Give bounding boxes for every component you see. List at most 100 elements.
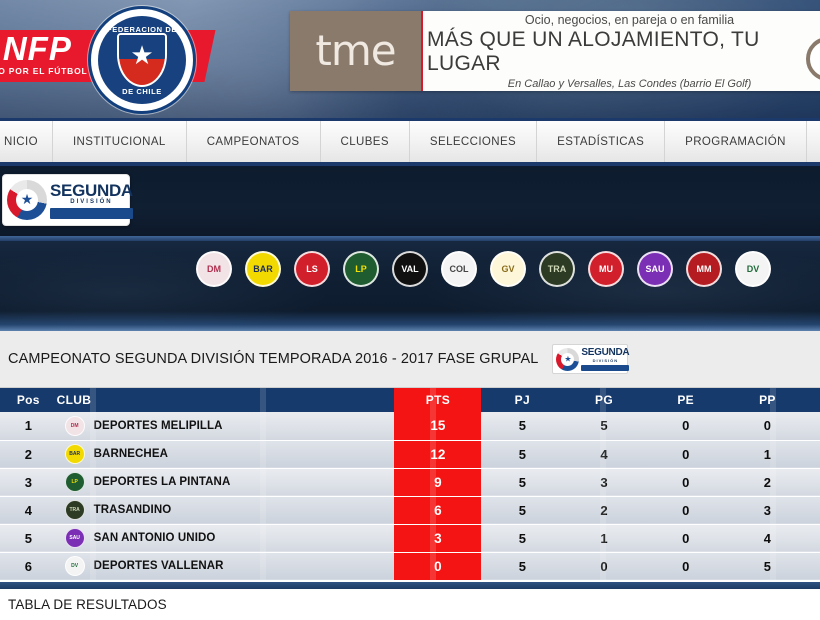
title-badge-swirl-icon: ★ bbox=[556, 347, 580, 371]
nav-item-campeonatos[interactable]: CAMPEONATOS bbox=[187, 121, 321, 162]
nav-item-label: CAMPEONATOS bbox=[206, 135, 300, 148]
standings-table-container: PosCLUBPTSPJPGPEPPGF 1 DM DEPORTES MELIPIL… bbox=[0, 388, 820, 584]
club-name-label: BARNECHEA bbox=[93, 448, 169, 460]
championship-selector-bar: ★ SEGUNDA DIVISIÓN CAMPEONATO SEGUNDA DI… bbox=[0, 166, 820, 241]
page-title-bar: CAMPEONATO SEGUNDA DIVISIÓN TEMPORADA 20… bbox=[0, 331, 820, 388]
team-logo-val[interactable]: VAL bbox=[392, 251, 428, 287]
standings-cell-gf: 13 bbox=[808, 440, 820, 469]
team-logo-dv[interactable]: DV bbox=[735, 251, 771, 287]
standings-cell-club[interactable]: SAU SAN ANTONIO UNIDO bbox=[56, 524, 395, 553]
segunda-badge-title: SEGUNDA bbox=[50, 180, 133, 200]
team-logo-tra[interactable]: TRA bbox=[539, 251, 575, 287]
standings-cell-pos: 1 bbox=[0, 412, 57, 441]
crest-inner: FEDERACION DE FUTBOL ★ DE CHILE bbox=[98, 16, 186, 104]
team-logo-sau[interactable]: SAU bbox=[637, 251, 673, 287]
standings-cell-pj: 5 bbox=[481, 552, 564, 581]
nav-item-institucional[interactable]: INSTITUCIONAL bbox=[53, 121, 187, 162]
club-cell: BAR BARNECHEA bbox=[64, 444, 395, 464]
segunda-swirl-icon: ★ bbox=[7, 180, 47, 220]
standings-cell-pos: 2 bbox=[0, 440, 57, 469]
nav-item-label: NICIO bbox=[4, 135, 38, 148]
club-crest-icon-bar: BAR bbox=[64, 444, 85, 464]
nav-item-label: PROGRAMACIÓN bbox=[685, 135, 786, 148]
segunda-division-badge[interactable]: ★ SEGUNDA DIVISIÓN bbox=[2, 174, 133, 226]
title-badge-star-icon: ★ bbox=[564, 354, 572, 364]
team-logo-lp[interactable]: LP bbox=[343, 251, 379, 287]
standings-cell-pg: 5 bbox=[563, 412, 645, 441]
nav-item-label: INSTITUCIONAL bbox=[72, 135, 166, 148]
standings-cell-pe: 0 bbox=[644, 468, 727, 497]
team-logo-dm[interactable]: DM bbox=[196, 251, 232, 287]
standings-cell-pj: 5 bbox=[481, 468, 564, 497]
standings-cell-gf: 7 bbox=[808, 468, 820, 497]
standings-col-header-club[interactable]: CLUB bbox=[56, 388, 395, 412]
federacion-chile-crest-icon[interactable]: FEDERACION DE FUTBOL ★ DE CHILE bbox=[88, 6, 196, 114]
standings-cell-pe: 0 bbox=[644, 552, 727, 581]
segunda-star-icon: ★ bbox=[20, 191, 34, 208]
standings-col-header-pg[interactable]: PG bbox=[563, 388, 645, 412]
club-cell: LP DEPORTES LA PINTANA bbox=[64, 472, 395, 492]
standings-cell-club[interactable]: BAR BARNECHEA bbox=[56, 440, 395, 469]
nav-item-nicio[interactable]: NICIO bbox=[0, 121, 53, 162]
team-logo-gv[interactable]: GV bbox=[490, 251, 526, 287]
page-title: CAMPEONATO SEGUNDA DIVISIÓN TEMPORADA 20… bbox=[8, 351, 539, 367]
standings-cell-pp: 5 bbox=[726, 552, 809, 581]
advertisement-banner[interactable]: tme Ocio, negocios, en pareja o en famil… bbox=[290, 11, 820, 91]
anfp-logo-tagline: TODO POR EL FÚTBOL bbox=[0, 66, 88, 76]
main-navigation-bar: NICIO INSTITUCIONAL CAMPEONATOS CLUBES SELEC… bbox=[0, 118, 820, 166]
banner-line-1: Ocio, negocios, en pareja o en familia bbox=[524, 12, 735, 27]
standings-cell-pg: 3 bbox=[563, 468, 645, 497]
club-crest-icon-sau: SAU bbox=[64, 528, 85, 548]
standings-cell-club[interactable]: LP DEPORTES LA PINTANA bbox=[56, 468, 395, 497]
banner-advertiser-logo: tme bbox=[290, 11, 423, 91]
standings-cell-pg: 1 bbox=[563, 524, 645, 553]
team-logo-col[interactable]: COL bbox=[441, 251, 477, 287]
nav-item-clubes[interactable]: CLUBES bbox=[321, 121, 410, 162]
banner-logo-text: tme bbox=[315, 26, 396, 75]
standings-cell-pj: 5 bbox=[481, 496, 564, 525]
standings-table: PosCLUBPTSPJPGPEPPGF 1 DM DEPORTES MELIPIL… bbox=[0, 388, 820, 581]
standings-cell-club[interactable]: TRA TRASANDINO bbox=[56, 496, 395, 525]
standings-col-header-pts[interactable]: PTS bbox=[394, 388, 482, 412]
anfp-logo[interactable]: ANFP TODO POR EL FÚTBOL bbox=[0, 32, 158, 82]
standings-cell-pe: 0 bbox=[644, 440, 727, 469]
standings-cell-pj: 5 bbox=[481, 524, 564, 553]
team-logo-mu[interactable]: MU bbox=[588, 251, 624, 287]
nav-item-label: CLUBES bbox=[340, 135, 389, 148]
standings-col-header-gf[interactable]: GF bbox=[808, 388, 820, 412]
standings-cell-gf: 1 bbox=[808, 524, 820, 553]
team-logo-mm[interactable]: MM bbox=[686, 251, 722, 287]
standings-cell-pg: 2 bbox=[563, 496, 645, 525]
standings-row[interactable]: 2 BAR BARNECHEA 12540113 bbox=[0, 440, 820, 469]
team-logo-ls[interactable]: LS bbox=[294, 251, 330, 287]
nav-item-programaci-n[interactable]: PROGRAMACIÓN bbox=[665, 121, 807, 162]
crest-shield-icon: ★ bbox=[117, 33, 167, 87]
nav-item-galer-as[interactable]: GALERÍAS bbox=[807, 121, 820, 162]
standings-cell-club[interactable]: DM DEPORTES MELIPILLA bbox=[56, 412, 395, 441]
standings-cell-pp: 3 bbox=[726, 496, 809, 525]
standings-cell-pos: 5 bbox=[0, 524, 57, 553]
standings-col-header-pp[interactable]: PP bbox=[726, 388, 809, 412]
standings-cell-pts: 0 bbox=[394, 552, 482, 581]
nav-item-selecciones[interactable]: SELECCIONES bbox=[410, 121, 538, 162]
standings-cell-pos: 4 bbox=[0, 496, 57, 525]
club-cell: DM DEPORTES MELIPILLA bbox=[64, 415, 395, 436]
standings-col-header-pj[interactable]: PJ bbox=[481, 388, 564, 412]
banner-copy: Ocio, negocios, en pareja o en familia M… bbox=[423, 11, 820, 91]
standings-row[interactable]: 4TRATRASANDINO652036 bbox=[0, 496, 820, 525]
standings-cell-club[interactable]: DV DEPORTES VALLENAR bbox=[56, 552, 395, 581]
team-logo-bar[interactable]: BAR bbox=[245, 251, 281, 287]
standings-cell-pts: 3 bbox=[394, 524, 482, 553]
nav-item-estad-sticas[interactable]: ESTADÍSTICAS bbox=[537, 121, 666, 162]
results-section-title: TABLA DE RESULTADOS bbox=[8, 597, 167, 612]
club-name-label: TRASANDINO bbox=[93, 504, 172, 516]
standings-col-header-pe[interactable]: PE bbox=[644, 388, 727, 412]
title-badge-text: SEGUNDA DIVISIÓN bbox=[581, 347, 630, 371]
standings-col-header-pos[interactable]: Pos bbox=[0, 388, 57, 412]
team-logos-list: DM BAR LS LP VAL COL GV TRA MU SAU MM DV bbox=[196, 251, 771, 287]
